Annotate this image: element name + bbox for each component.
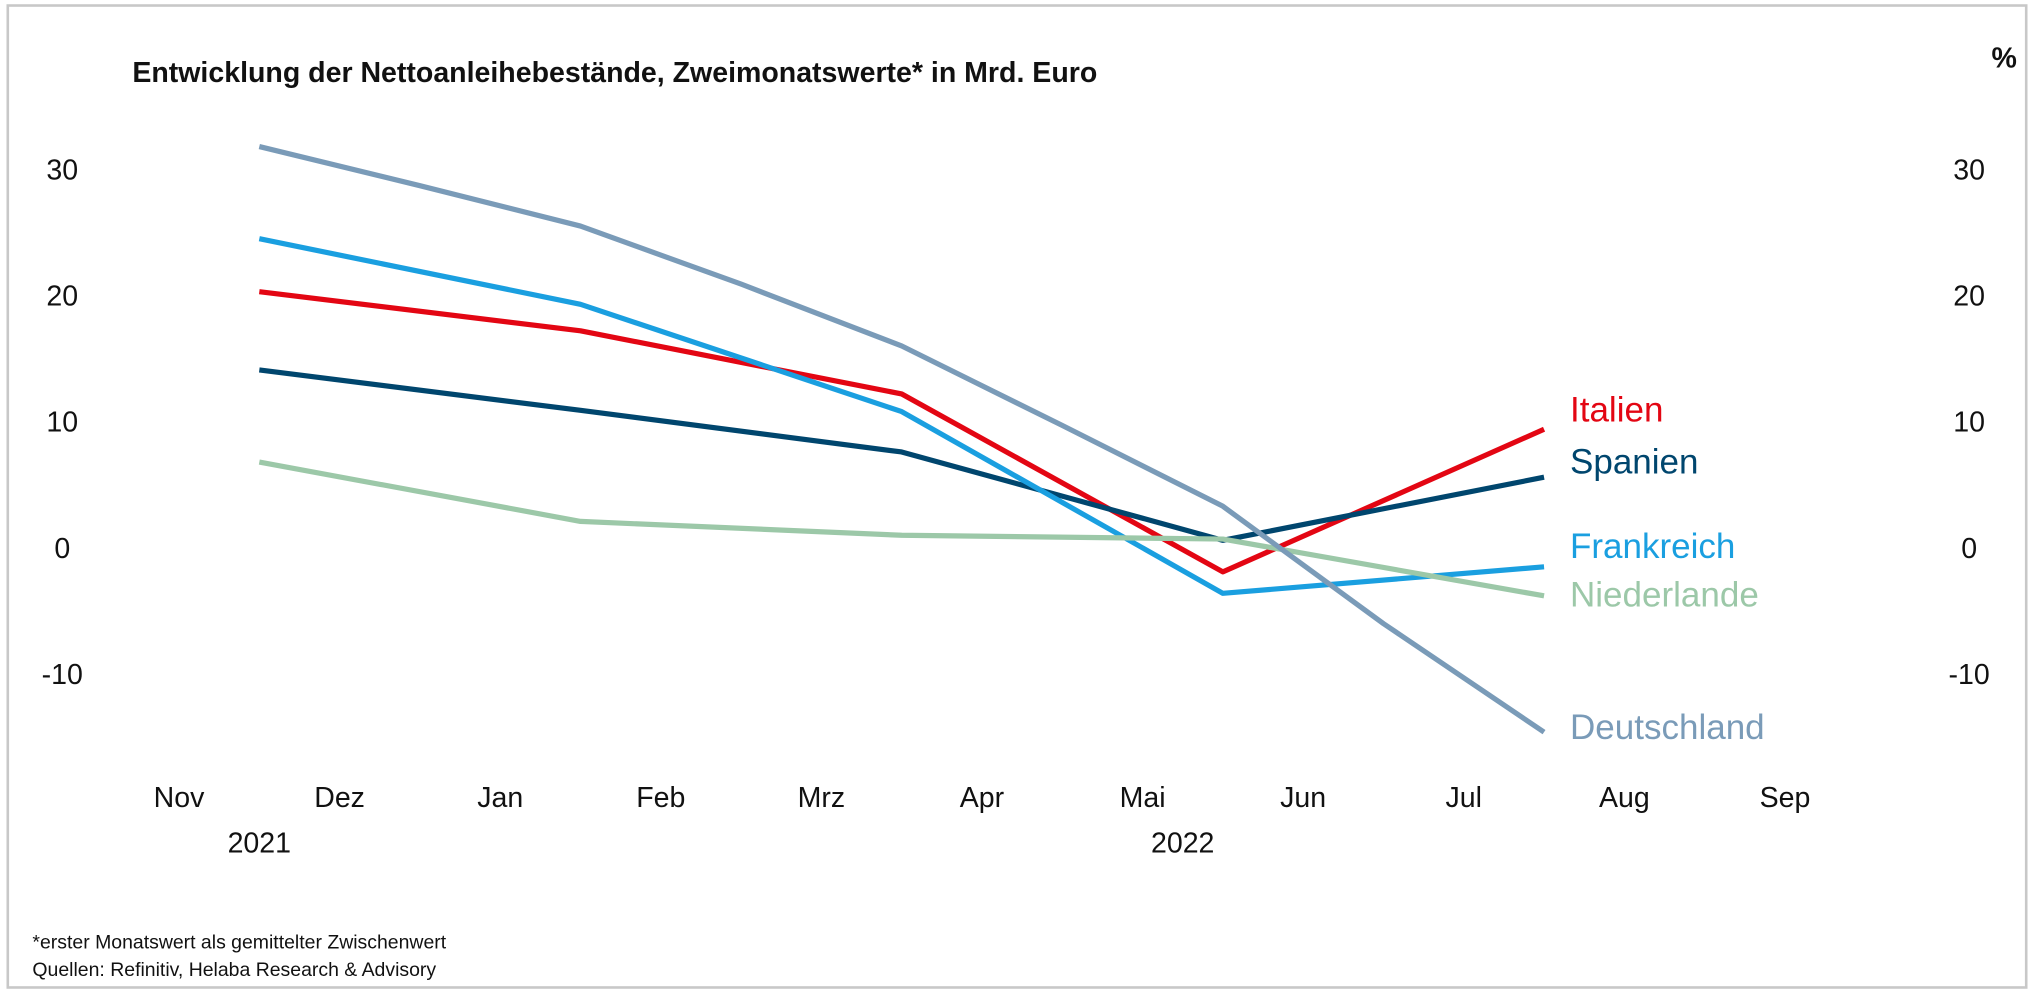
x-tick-label: Sep bbox=[1760, 782, 1811, 814]
y-tick-label: 0 bbox=[54, 533, 70, 565]
x-year-label: 2022 bbox=[1151, 827, 1214, 859]
x-tick-label: Nov bbox=[154, 782, 205, 814]
x-tick-label: Jul bbox=[1446, 782, 1482, 814]
footnote: *erster Monatswert als gemittelter Zwisc… bbox=[32, 932, 446, 954]
x-year-label: 2021 bbox=[228, 827, 291, 859]
x-tick-label: Mai bbox=[1120, 782, 1166, 814]
series-line bbox=[258, 236, 1545, 596]
y2-tick-label: 20 bbox=[1953, 281, 1985, 313]
x-tick-label: Aug bbox=[1599, 782, 1650, 814]
chart-title: Entwicklung der Nettoanleihebestände, Zw… bbox=[132, 57, 1097, 89]
y-tick-label: 10 bbox=[46, 407, 78, 439]
y2-tick-label: 30 bbox=[1953, 154, 1985, 186]
series-line bbox=[258, 289, 1546, 575]
x-tick-label: Jan bbox=[477, 782, 523, 814]
series-label: Spanien bbox=[1570, 442, 1699, 481]
x-tick-label: Apr bbox=[960, 782, 1005, 814]
y2-tick-label: 10 bbox=[1953, 407, 1985, 439]
x-tick-label: Feb bbox=[636, 782, 685, 814]
series-line bbox=[258, 367, 1545, 543]
x-tick-label: Dez bbox=[314, 782, 365, 814]
series-label: Frankreich bbox=[1570, 527, 1735, 566]
frame bbox=[6, 4, 2028, 989]
x-tick-label: Mrz bbox=[798, 782, 846, 814]
y-tick-label: -10 bbox=[42, 659, 83, 691]
series-label: Italien bbox=[1570, 391, 1663, 430]
y2-tick-label: 0 bbox=[1961, 533, 1977, 565]
y-tick-label: 20 bbox=[46, 281, 78, 313]
series-line bbox=[258, 144, 1546, 735]
y2-unit-label: % bbox=[1991, 43, 2016, 75]
y2-tick-label: -10 bbox=[1949, 659, 1990, 691]
footnote: Quellen: Refinitiv, Helaba Research & Ad… bbox=[32, 959, 436, 981]
series-label: Deutschland bbox=[1570, 708, 1765, 747]
y-tick-label: 30 bbox=[46, 154, 78, 186]
x-tick-label: Jun bbox=[1280, 782, 1326, 814]
series-line bbox=[258, 459, 1545, 599]
series-label: Niederlande bbox=[1570, 575, 1759, 614]
